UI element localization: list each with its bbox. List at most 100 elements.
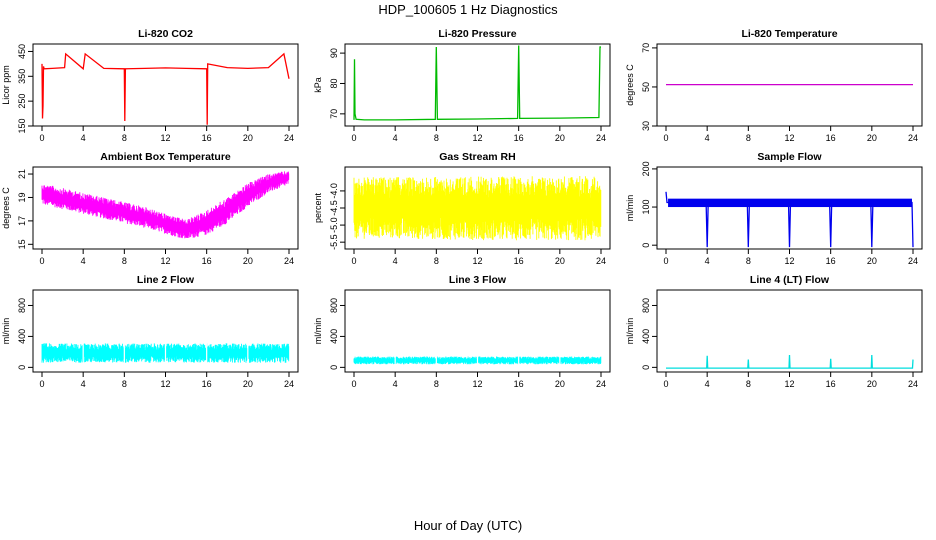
y-tick-label: 150	[17, 118, 27, 133]
x-tick-label: 0	[663, 379, 668, 389]
series-group	[353, 45, 601, 121]
series-group	[41, 171, 290, 239]
series-line	[353, 45, 601, 121]
x-tick-label: 8	[746, 379, 751, 389]
y-tick-label: 350	[17, 69, 27, 84]
x-tick-label: 12	[472, 133, 482, 143]
y-tick-label: 450	[17, 44, 27, 59]
x-tick-label: 8	[434, 256, 439, 266]
series-group	[665, 191, 914, 248]
y-tick-label: 250	[17, 94, 27, 109]
x-tick-label: 24	[908, 133, 918, 143]
x-tick-label: 24	[596, 379, 606, 389]
chart-panel-7: Line 2 Flow ml/min 0 4 8 12 16 20 24 0 400 800	[1, 274, 299, 389]
y-tick-label: 800	[17, 298, 27, 313]
figure-xlabel: Hour of Day (UTC)	[413, 518, 523, 533]
y-tick-label: 0	[329, 365, 339, 370]
x-tick-label: 8	[746, 133, 751, 143]
x-tick-label: 12	[472, 379, 482, 389]
plot-frame	[656, 289, 923, 373]
y-tick-label: 800	[329, 298, 339, 313]
x-tick-label: 20	[867, 256, 877, 266]
x-tick-label: 16	[826, 256, 836, 266]
x-tick-label: 20	[867, 379, 877, 389]
chart-title: Line 3 Flow	[449, 274, 507, 286]
x-tick-label: 0	[39, 256, 44, 266]
y-tick-label: 70	[329, 109, 339, 119]
chart-title: Li-820 CO2	[138, 28, 193, 40]
y-tick-label: 90	[329, 48, 339, 58]
y-axis-label: ml/min	[313, 318, 323, 345]
series-group	[41, 52, 290, 125]
x-tick-label: 16	[514, 379, 524, 389]
y-tick-label: 80	[329, 78, 339, 88]
x-tick-label: 4	[81, 133, 86, 143]
y-tick-label: 19	[17, 192, 27, 202]
plot-frame	[32, 166, 299, 250]
x-tick-label: 8	[746, 256, 751, 266]
x-tick-label: 24	[284, 256, 294, 266]
plot-frame	[656, 43, 923, 127]
y-axis-label: degrees C	[625, 64, 635, 106]
plot-frame	[32, 43, 299, 127]
y-tick-label: 400	[641, 329, 651, 344]
x-tick-label: 16	[826, 133, 836, 143]
x-tick-label: 16	[826, 379, 836, 389]
y-tick-label: 200	[641, 161, 651, 176]
x-tick-label: 20	[555, 256, 565, 266]
x-tick-label: 20	[243, 256, 253, 266]
x-tick-label: 0	[351, 133, 356, 143]
y-tick-label: 0	[641, 243, 651, 248]
figure-title: HDP_100605 1 Hz Diagnostics	[378, 2, 558, 17]
x-tick-label: 16	[514, 256, 524, 266]
chart-title: Sample Flow	[757, 151, 822, 163]
y-axis-label: Licor ppm	[1, 65, 11, 105]
y-axis-label: ml/min	[625, 318, 635, 345]
series-group	[666, 354, 914, 369]
y-tick-label: -5.0	[329, 217, 339, 233]
x-tick-label: 4	[705, 133, 710, 143]
y-tick-label: 21	[17, 169, 27, 179]
x-tick-label: 4	[81, 379, 86, 389]
y-tick-label: 400	[17, 329, 27, 344]
x-tick-label: 12	[160, 379, 170, 389]
series-group	[353, 355, 602, 366]
series-group	[41, 342, 290, 364]
x-tick-label: 20	[555, 379, 565, 389]
chart-panel-8: Line 3 Flow ml/min 0 4 8 12 16 20 24 0 400 800	[313, 274, 611, 389]
x-tick-label: 12	[160, 133, 170, 143]
x-tick-label: 24	[908, 379, 918, 389]
series-group	[353, 176, 602, 241]
chart-panel-9: Line 4 (LT) Flow ml/min 0 4 8 12 16 20 24 0 400 800	[625, 274, 923, 389]
x-tick-label: 8	[122, 379, 127, 389]
chart-title: Line 2 Flow	[137, 274, 195, 286]
x-tick-label: 8	[434, 379, 439, 389]
x-tick-label: 12	[784, 133, 794, 143]
x-tick-label: 12	[784, 256, 794, 266]
x-tick-label: 0	[39, 379, 44, 389]
y-tick-label: -4.5	[329, 200, 339, 216]
y-tick-label: 400	[329, 329, 339, 344]
x-tick-label: 0	[351, 379, 356, 389]
y-tick-label: -5.5	[329, 234, 339, 250]
x-tick-label: 20	[243, 379, 253, 389]
y-tick-label: 100	[641, 200, 651, 215]
x-tick-label: 16	[202, 379, 212, 389]
chart-panel-6: Sample Flow ml/min 0 4 8 12 16 20 24 0 100 200	[625, 151, 923, 266]
x-tick-label: 16	[202, 133, 212, 143]
x-tick-label: 0	[663, 133, 668, 143]
chart-panel-2: Li-820 Pressure kPa 0 4 8 12 16 20 24 70 80 90	[313, 28, 611, 143]
x-tick-label: 4	[81, 256, 86, 266]
x-tick-label: 20	[867, 133, 877, 143]
plot-frame	[344, 289, 611, 373]
series-band	[41, 171, 290, 239]
chart-panel-3: Li-820 Temperature degrees C 0 4 8 12 16 20 24 30…	[625, 28, 923, 143]
chart-title: Gas Stream RH	[439, 151, 515, 163]
y-axis-label: kPa	[313, 77, 323, 93]
y-tick-label: 0	[17, 365, 27, 370]
x-tick-label: 8	[434, 133, 439, 143]
x-tick-label: 8	[122, 256, 127, 266]
x-tick-label: 4	[393, 133, 398, 143]
